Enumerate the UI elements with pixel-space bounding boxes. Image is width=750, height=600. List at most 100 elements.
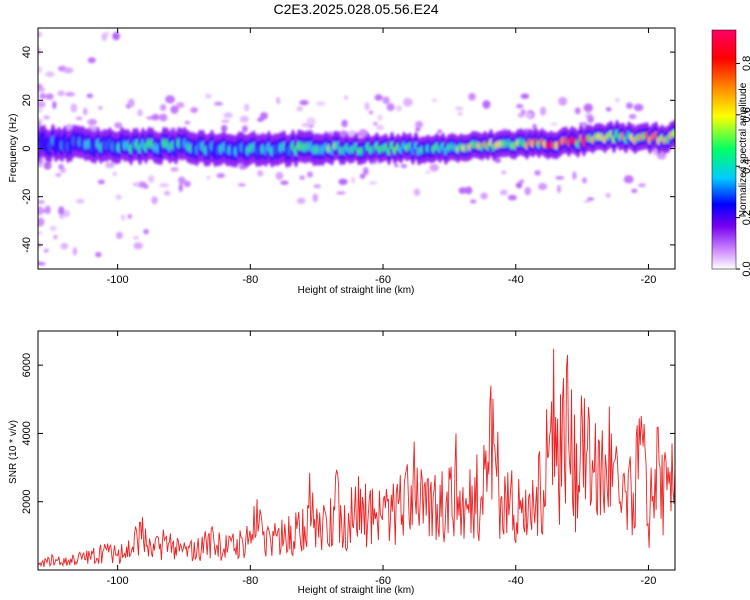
heatmap-cell [259,112,268,120]
heatmap-cell [369,181,377,185]
heatmap-cell [45,71,55,77]
heatmap-cell [415,120,423,129]
heatmap-cell [587,115,594,124]
heatmap-cell [206,175,211,180]
heatmap-cell [38,66,42,74]
heatmap-cell [70,103,78,113]
heatmap-cell [52,100,57,110]
heatmap-cell [359,173,366,179]
heatmap-cell [468,92,476,101]
spectrogram-y-ticks: -40 -20 0 20 40 [21,46,675,253]
x-tick-label: -60 [375,575,391,587]
x-tick-label: -40 [508,575,524,587]
heatmap-cell [205,93,212,99]
heatmap-cell [280,180,289,185]
heatmap-cell [362,167,369,176]
heatmap-cell [43,115,50,120]
colorbar-ticks: 0.0 0.2 0.4 0.6 0.8 [736,56,750,277]
heatmap-cell [341,119,348,128]
heatmap-cell [86,93,94,99]
heatmap-cell [583,103,593,112]
colorbar-tick-label: 0.4 [741,159,750,174]
heatmap-cell [458,187,468,194]
heatmap-cell [112,171,117,177]
heatmap-cell [221,119,230,123]
heatmap-cell [44,205,51,215]
colorbar-tick-label: 0.6 [741,107,750,122]
spectrogram-cells [38,31,675,266]
heatmap-cell [95,251,102,258]
figure-title: C2E3.2025.028.05.56.E24 [273,1,438,17]
heatmap-cell [550,122,558,126]
x-tick-label: -100 [107,274,129,286]
heatmap-cell [344,95,349,100]
heatmap-cell [364,101,370,111]
snr-y-ticks: 2000 4000 6000 [21,353,675,514]
snr-plot-area [38,331,675,570]
heatmap-cell [358,129,369,138]
heatmap-cell [60,242,69,250]
heatmap-cell [127,214,133,219]
heatmap-cell [49,225,57,231]
heatmap-cell [534,170,541,176]
heatmap-cell [43,161,52,170]
heatmap-cell [132,182,141,187]
heatmap-cell [115,194,122,200]
heatmap-cell [539,106,547,116]
heatmap-cell [38,230,43,235]
heatmap-cell [415,126,421,132]
heatmap-cell [306,171,314,178]
heatmap-cell [431,98,437,103]
heatmap-cell [38,161,42,168]
heatmap-cell [525,112,533,119]
heatmap-cell [482,100,491,109]
heatmap-cell [623,175,634,184]
heatmap-cell [243,103,250,112]
colorbar-label: Normalized spectral amplitude [738,82,749,217]
heatmap-cell [178,176,186,185]
heatmap-cell [374,94,383,101]
heatmap-cell [55,173,62,177]
heatmap-cell [98,105,103,110]
heatmap-cell [64,91,75,97]
heatmap-cell [151,196,158,205]
heatmap-cell [97,179,105,185]
heatmap-cell [572,171,577,180]
heatmap-cell [223,112,233,119]
heatmap-cell [112,32,121,41]
heatmap-cell [587,197,595,201]
heatmap-cell [63,209,70,218]
heatmap-cell [465,186,473,195]
heatmap-cell [386,103,395,112]
heatmap-cell [633,103,644,112]
heatmap-cell [38,122,41,127]
heatmap-cell [72,247,78,256]
heatmap-cell [507,194,517,201]
heatmap-cell [87,57,96,64]
heatmap-cell [160,104,167,111]
heatmap-cell [170,105,179,114]
spectrogram-y-label: Frequency (Hz) [8,114,19,183]
heatmap-cell [424,170,431,175]
heatmap-cell [375,124,385,131]
y-tick-label: -40 [21,237,33,253]
heatmap-cell [159,113,168,122]
heatmap-cell [574,107,581,115]
heatmap-cell [183,180,191,188]
heatmap-cell [133,242,143,250]
heatmap-cell [57,90,65,97]
heatmap-cell [115,231,123,240]
spectrogram-panel: -100 -80 -60 -40 -20 -40 -20 0 20 40 Height of s… [8,27,676,296]
heatmap-cell [615,97,620,103]
heatmap-cell [137,109,143,117]
heatmap-cell [582,177,587,184]
heatmap-cell [38,100,46,108]
heatmap-cell [137,181,147,188]
snr-x-ticks: -100 -80 -60 -40 -20 [107,331,656,587]
heatmap-cell [159,183,170,188]
heatmap-cell [38,200,45,204]
heatmap-cell [257,170,264,177]
heatmap-cell [75,116,83,120]
heatmap-cell [373,122,378,126]
x-tick-label: -80 [242,274,258,286]
